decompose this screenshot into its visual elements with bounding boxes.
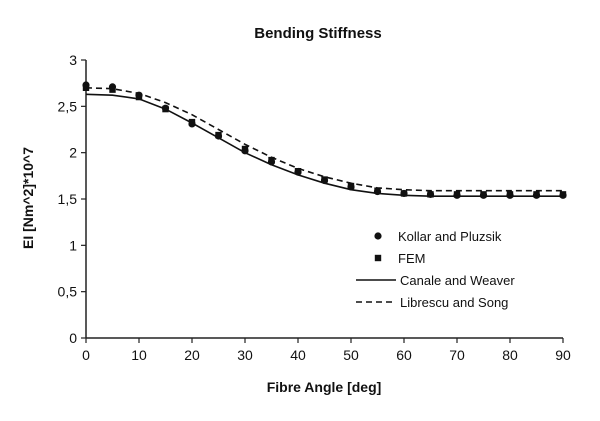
data-point-square — [427, 191, 434, 198]
data-point-square — [559, 191, 567, 198]
data-point-square — [506, 191, 514, 198]
data-point-square — [453, 191, 461, 198]
x-tick-label: 30 — [237, 347, 253, 363]
data-point-square — [109, 86, 116, 93]
y-tick-label: 0 — [69, 330, 77, 346]
data-point-square — [294, 168, 302, 175]
ticks: 00,511,522,530 10 20 30 40 50 60 70 80 90 — [58, 52, 571, 363]
chart-title: Bending Stiffness — [254, 25, 382, 42]
data-point-square — [188, 118, 196, 126]
x-axis-label: Fibre Angle [deg] — [267, 379, 382, 395]
data-point-square — [400, 190, 408, 197]
legend-label: Kollar and Pluzsik — [398, 229, 502, 244]
x-tick-label: 90 — [555, 347, 571, 363]
series-fem — [82, 84, 567, 198]
data-point-square — [241, 145, 249, 153]
x-tick-label: 50 — [343, 347, 359, 363]
y-tick-label: 1,5 — [58, 191, 78, 207]
x-tick-label: 60 — [396, 347, 412, 363]
legend-marker-square — [374, 254, 382, 262]
data-point-square — [347, 182, 355, 190]
x-tick-label: 40 — [290, 347, 306, 363]
legend-label: FEM — [398, 251, 425, 266]
y-tick-label: 0,5 — [58, 284, 78, 300]
data-point-square — [268, 156, 275, 164]
series-line-librescu-and-song — [85, 87, 563, 192]
data-point-square — [135, 93, 143, 101]
x-tick-label: 0 — [82, 347, 90, 363]
legend-item-librescu-and-song: Librescu and Song — [356, 295, 508, 310]
x-tick-label: 70 — [449, 347, 465, 363]
data-point-square — [480, 191, 487, 198]
data-point-square — [533, 191, 540, 198]
y-tick-label: 3 — [69, 52, 77, 68]
data-point-square — [321, 176, 328, 183]
legend-item-fem: FEM — [374, 251, 425, 266]
legend-label: Canale and Weaver — [400, 273, 515, 288]
y-tick-label: 1 — [69, 237, 77, 253]
data-point-square — [215, 131, 222, 139]
legend-item-canale-and-weaver: Canale and Weaver — [356, 273, 515, 288]
x-tick-label: 80 — [502, 347, 518, 363]
x-tick-label: 10 — [131, 347, 147, 363]
legend-marker-circle — [374, 232, 382, 240]
y-axis-label: EI [Nm^2]*10^7 — [20, 147, 36, 249]
data-point-square — [374, 187, 381, 194]
series-librescu-and-song — [85, 87, 563, 192]
y-tick-label: 2 — [69, 145, 77, 161]
legend-item-kollar-and-pluzsik: Kollar and Pluzsik — [374, 229, 502, 244]
series-canale-and-weaver — [85, 93, 563, 197]
x-tick-label: 20 — [184, 347, 200, 363]
legend: Kollar and Pluzsik FEM Canale and Weaver Li… — [356, 229, 515, 310]
y-tick-label: 2,5 — [58, 98, 78, 114]
series-line-canale-and-weaver — [85, 93, 563, 197]
legend-label: Librescu and Song — [400, 295, 508, 310]
series-layer — [82, 81, 567, 199]
